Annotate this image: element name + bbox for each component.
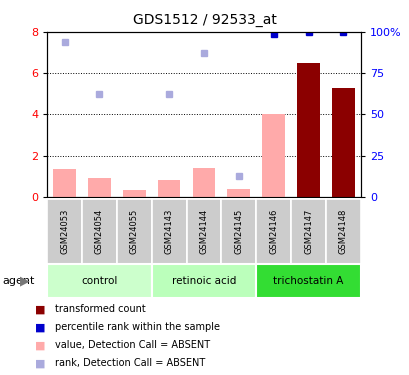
Bar (290, 199, 325, 264)
Text: transformed count: transformed count (55, 304, 146, 314)
Bar (151, 264, 256, 298)
Text: ■: ■ (35, 322, 45, 332)
Bar (221, 199, 256, 264)
Bar (331, 88, 354, 197)
Text: GSM24054: GSM24054 (95, 209, 103, 254)
Text: percentile rank within the sample: percentile rank within the sample (55, 322, 220, 332)
Bar (151, 199, 186, 264)
Bar (88, 178, 110, 197)
Bar (47, 199, 82, 264)
Bar (192, 168, 215, 197)
Text: GSM24148: GSM24148 (338, 209, 347, 254)
Text: ■: ■ (35, 340, 45, 350)
Bar (117, 199, 151, 264)
Bar (256, 199, 290, 264)
Bar (47, 264, 151, 298)
Text: GSM24145: GSM24145 (234, 209, 243, 254)
Text: GSM24055: GSM24055 (130, 209, 138, 254)
Text: GSM24143: GSM24143 (164, 209, 173, 254)
Bar (262, 114, 284, 197)
Bar (123, 190, 145, 197)
Bar (256, 264, 360, 298)
Text: trichostatin A: trichostatin A (273, 276, 343, 286)
Text: rank, Detection Call = ABSENT: rank, Detection Call = ABSENT (55, 358, 205, 368)
Text: control: control (81, 276, 117, 286)
Text: ▶: ▶ (20, 275, 29, 288)
Text: GSM24053: GSM24053 (60, 209, 69, 254)
Text: ■: ■ (35, 304, 45, 314)
Bar (53, 169, 76, 197)
Text: GDS1512 / 92533_at: GDS1512 / 92533_at (133, 13, 276, 27)
Bar (186, 199, 221, 264)
Bar (297, 63, 319, 197)
Text: retinoic acid: retinoic acid (171, 276, 236, 286)
Text: GSM24144: GSM24144 (199, 209, 208, 254)
Bar (82, 199, 117, 264)
Text: GSM24146: GSM24146 (269, 209, 277, 254)
Text: value, Detection Call = ABSENT: value, Detection Call = ABSENT (55, 340, 210, 350)
Bar (325, 199, 360, 264)
Text: ■: ■ (35, 358, 45, 368)
Text: GSM24147: GSM24147 (303, 209, 312, 254)
Bar (227, 189, 249, 197)
Text: agent: agent (2, 276, 34, 286)
Bar (157, 180, 180, 197)
